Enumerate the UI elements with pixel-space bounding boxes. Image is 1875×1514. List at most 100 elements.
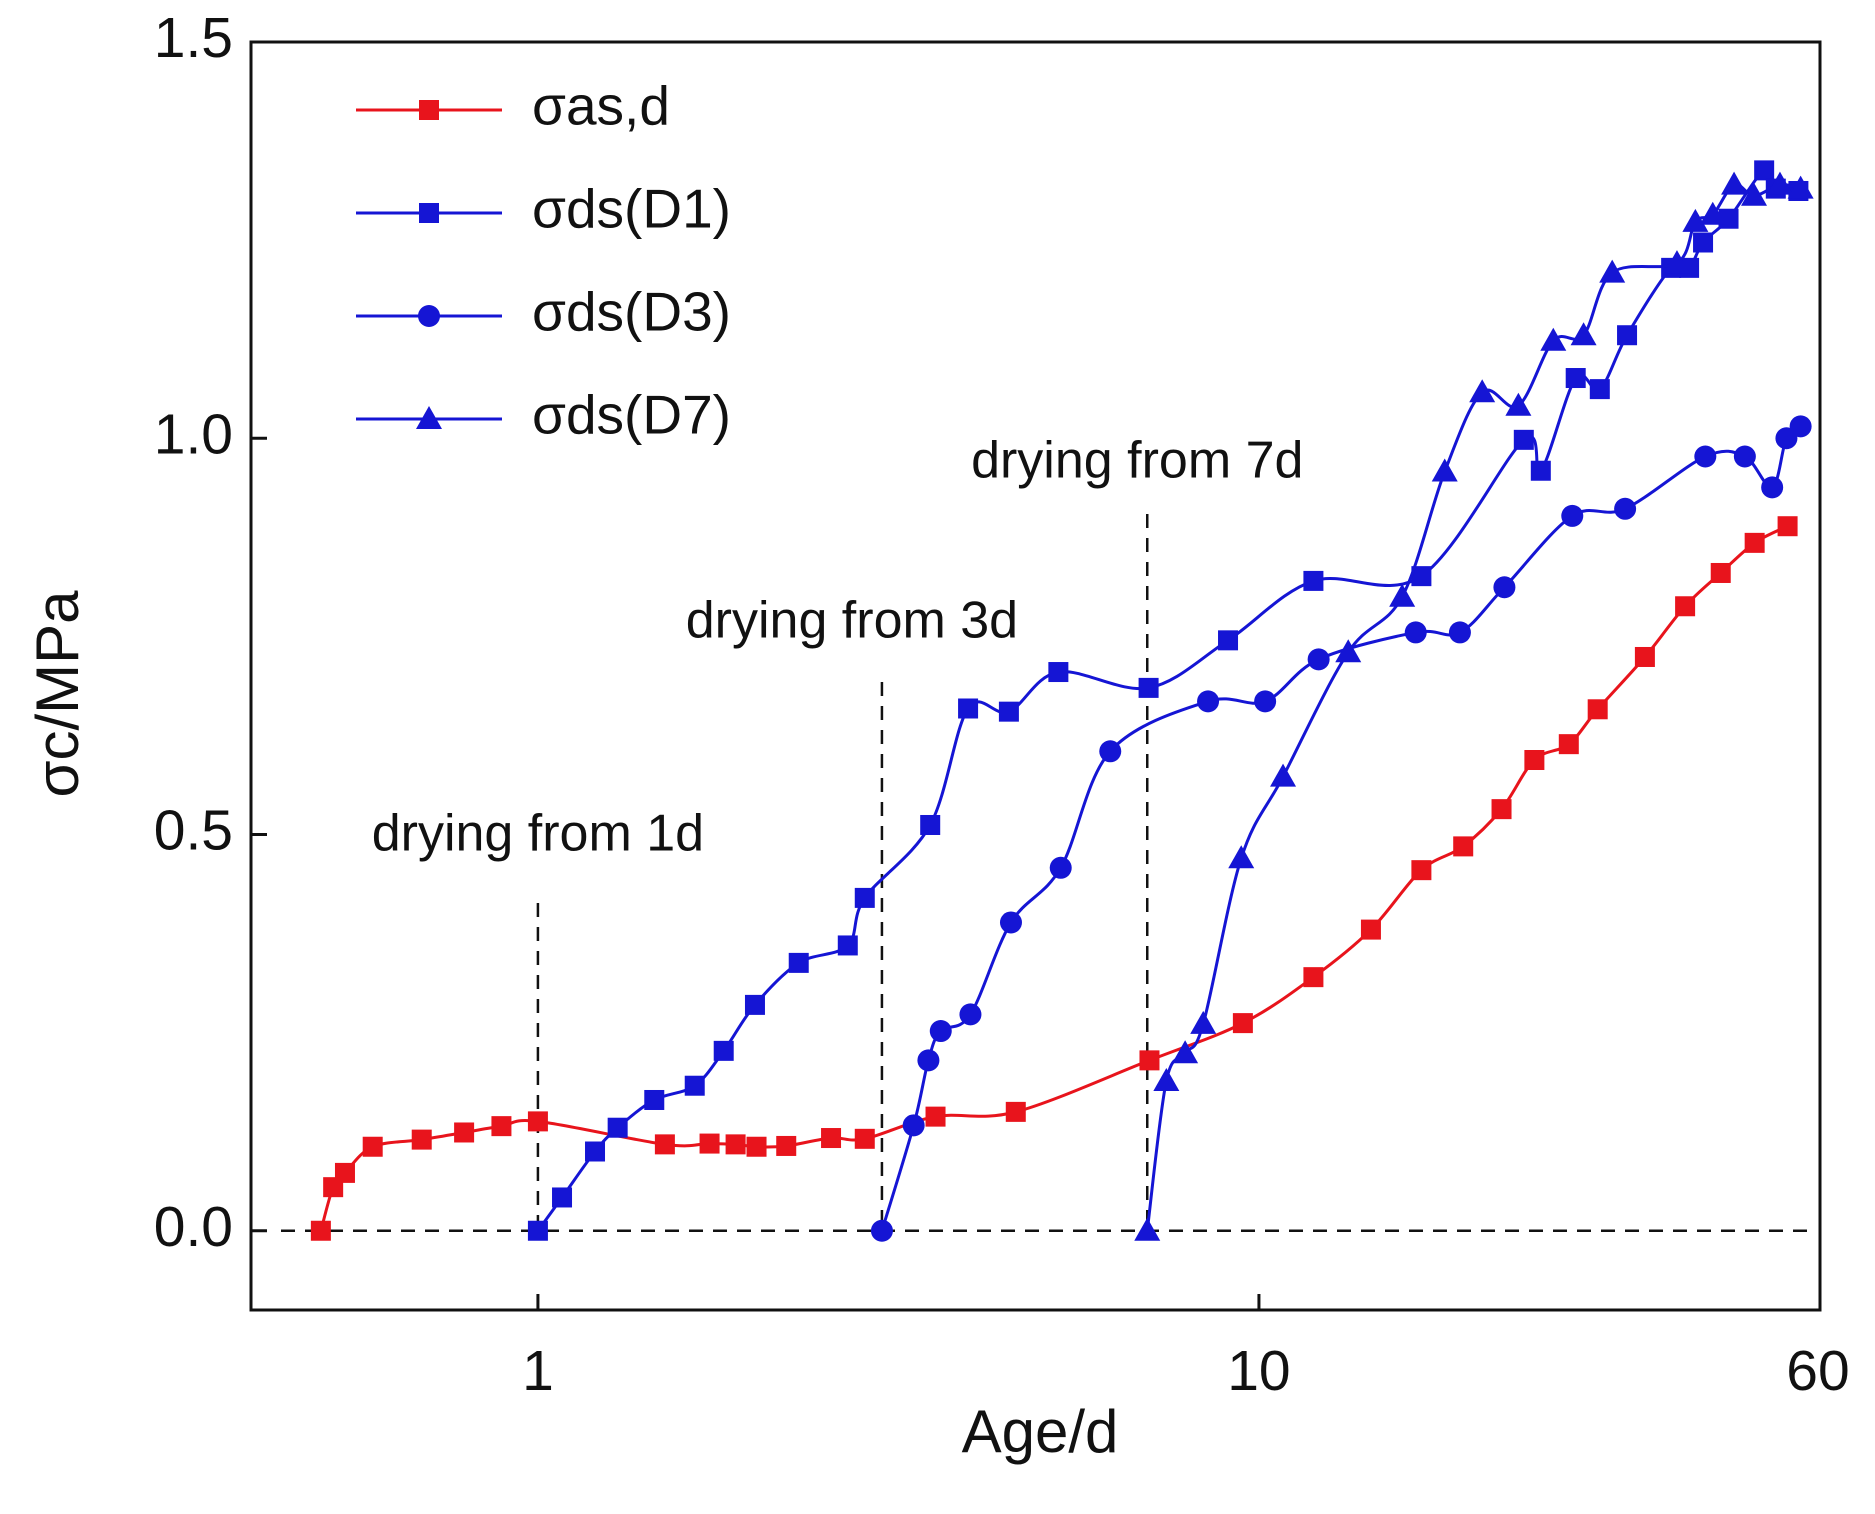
marker [1733,445,1756,468]
marker [1777,516,1798,537]
marker [1789,415,1812,438]
marker [1411,566,1432,587]
marker [684,1075,705,1096]
marker [929,1020,952,1043]
marker [1744,532,1765,553]
marker [1682,208,1709,232]
annotation: drying from 3d [686,592,1018,650]
marker [644,1089,665,1110]
marker [958,698,979,719]
marker [527,1220,548,1241]
marker [821,1128,842,1149]
marker [1190,1010,1217,1034]
marker [920,814,941,835]
y-axis-label: σc/MPa [24,590,91,798]
marker [744,994,765,1015]
marker [1049,856,1072,879]
marker [416,406,442,429]
marker [1741,182,1768,206]
marker [334,1162,355,1183]
marker [1469,379,1496,403]
marker [1307,648,1330,671]
marker [1754,160,1775,181]
marker [1491,799,1512,820]
marker [870,1219,893,1242]
x-tick-label: 1 [522,1339,554,1403]
marker [925,1106,946,1127]
marker [419,100,439,120]
marker [1540,327,1567,351]
marker [1228,845,1255,869]
marker [1699,201,1726,225]
marker [1270,763,1297,787]
marker [837,935,858,956]
y-tick-label: 1.0 [154,402,233,466]
marker [1565,368,1586,389]
marker [1693,232,1714,253]
marker [1254,690,1277,713]
y-tick-label: 0.5 [154,799,233,863]
marker [1530,460,1551,481]
annotation: drying from 1d [372,805,704,863]
marker [1335,639,1362,663]
marker [1134,1217,1161,1241]
marker [1153,1067,1180,1091]
marker [454,1122,475,1143]
legend-label: σas,d [532,75,670,137]
x-tick-label: 10 [1227,1339,1290,1403]
marker [1561,504,1584,527]
marker [1694,445,1717,468]
marker [1411,860,1432,881]
marker [959,1003,982,1026]
marker [1218,630,1239,651]
marker [654,1134,675,1155]
legend-label: σds(D1) [532,178,731,240]
marker [552,1187,573,1208]
x-axis-label: Age/d [962,1398,1119,1465]
marker [310,1220,331,1241]
marker [1099,740,1122,763]
marker [527,1111,548,1132]
marker [999,911,1022,934]
marker [1138,677,1159,698]
marker [1663,250,1690,274]
marker [1675,596,1696,617]
marker [1303,570,1324,591]
marker [713,1040,734,1061]
y-tick-label: 1.5 [154,6,233,70]
marker [585,1141,606,1162]
marker [1360,919,1381,940]
y-tick-label: 0.0 [154,1195,233,1259]
marker [362,1136,383,1157]
marker [1570,322,1597,346]
marker [1710,562,1731,583]
marker [1599,259,1626,283]
marker [1048,662,1069,683]
marker [1303,967,1324,988]
marker [1766,171,1793,195]
marker [699,1133,720,1154]
marker [411,1129,432,1150]
x-tick-label: 60 [1786,1339,1849,1403]
marker [1453,836,1474,857]
marker [725,1134,746,1155]
marker [418,305,440,327]
marker [776,1135,797,1156]
marker [607,1117,628,1138]
plot-frame [249,40,1822,1312]
legend-label: σds(D3) [532,281,731,343]
marker [419,203,439,223]
marker [1139,1050,1160,1071]
marker [1589,379,1610,400]
marker [1721,171,1748,195]
marker [1493,576,1516,599]
marker [998,701,1019,722]
marker [1389,583,1416,607]
marker [854,1128,875,1149]
marker [1787,175,1814,199]
marker [1634,646,1655,667]
marker [1404,621,1427,644]
marker [1513,429,1534,450]
marker [1761,476,1784,499]
